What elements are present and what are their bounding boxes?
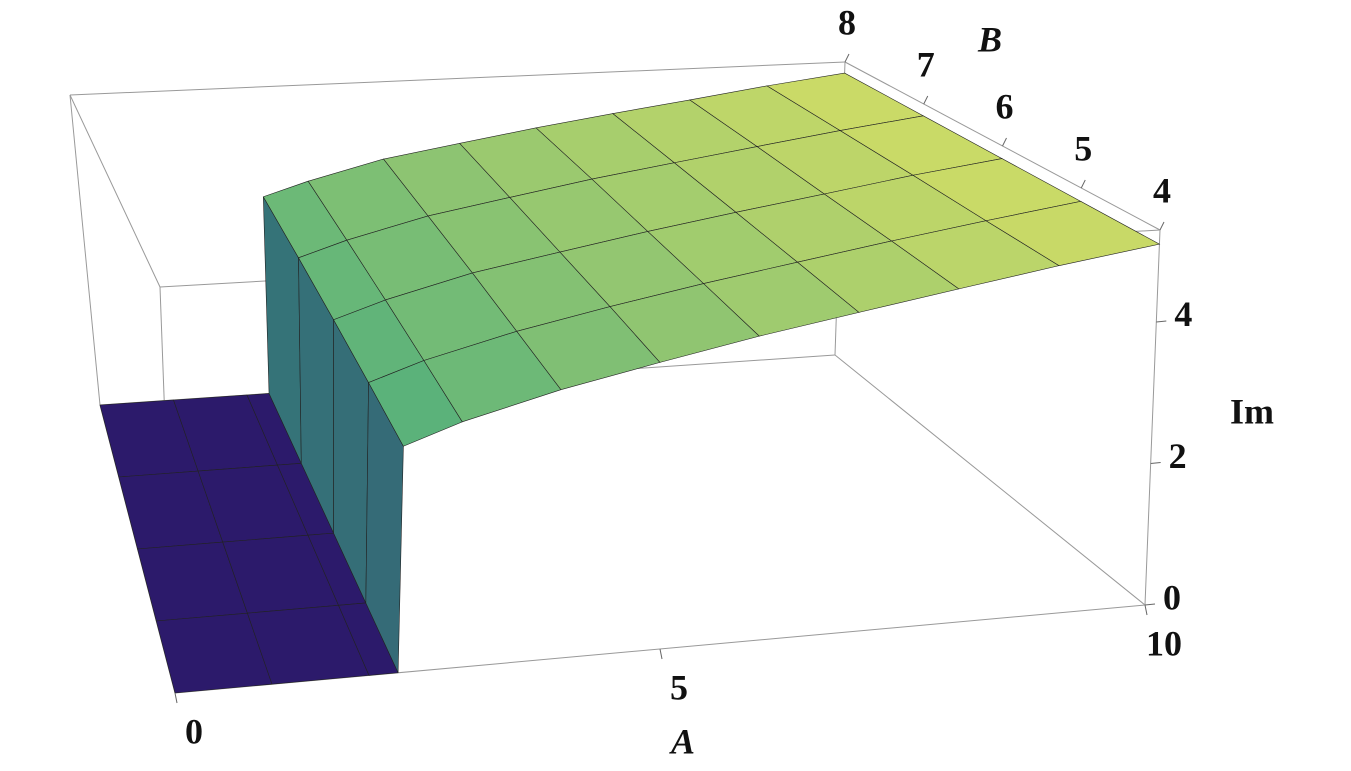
y-tick-label: 6 — [996, 86, 1014, 126]
y-tick — [923, 95, 929, 105]
box-edge — [69, 94, 101, 406]
y-tick — [844, 53, 850, 63]
y-tick — [1159, 221, 1165, 231]
y-axis-label: B — [977, 19, 1002, 59]
x-tick-label: 10 — [1146, 623, 1182, 663]
z-axis-label: Im — [1230, 391, 1274, 431]
y-tick-label: 8 — [838, 2, 856, 42]
x-tick-label: 0 — [185, 711, 203, 751]
y-tick — [1080, 179, 1086, 189]
surface — [99, 72, 1161, 694]
axes: 0 5 10 4 5 6 7 8 0 2 4 — [174, 2, 1192, 751]
box-edge — [1144, 229, 1161, 606]
z-tick-label: 0 — [1163, 577, 1181, 617]
y-tick-label: 7 — [917, 44, 935, 84]
surface-patch — [985, 201, 1161, 266]
y-tick — [1002, 137, 1007, 147]
box-edge — [834, 354, 1146, 606]
x-tick — [659, 648, 663, 660]
x-axis-label: A — [669, 721, 695, 761]
x-tick-label: 5 — [670, 667, 688, 707]
y-tick-label: 5 — [1074, 128, 1092, 168]
y-tick-label: 4 — [1153, 170, 1171, 210]
z-tick-label: 2 — [1169, 436, 1187, 476]
box-edge — [69, 61, 846, 96]
z-tick — [1144, 603, 1156, 606]
box-edge — [69, 94, 161, 288]
x-tick — [174, 692, 178, 704]
z-tick-label: 4 — [1174, 294, 1192, 334]
z-tick — [1156, 320, 1167, 323]
x-tick — [1144, 604, 1148, 616]
z-tick — [1150, 461, 1161, 464]
